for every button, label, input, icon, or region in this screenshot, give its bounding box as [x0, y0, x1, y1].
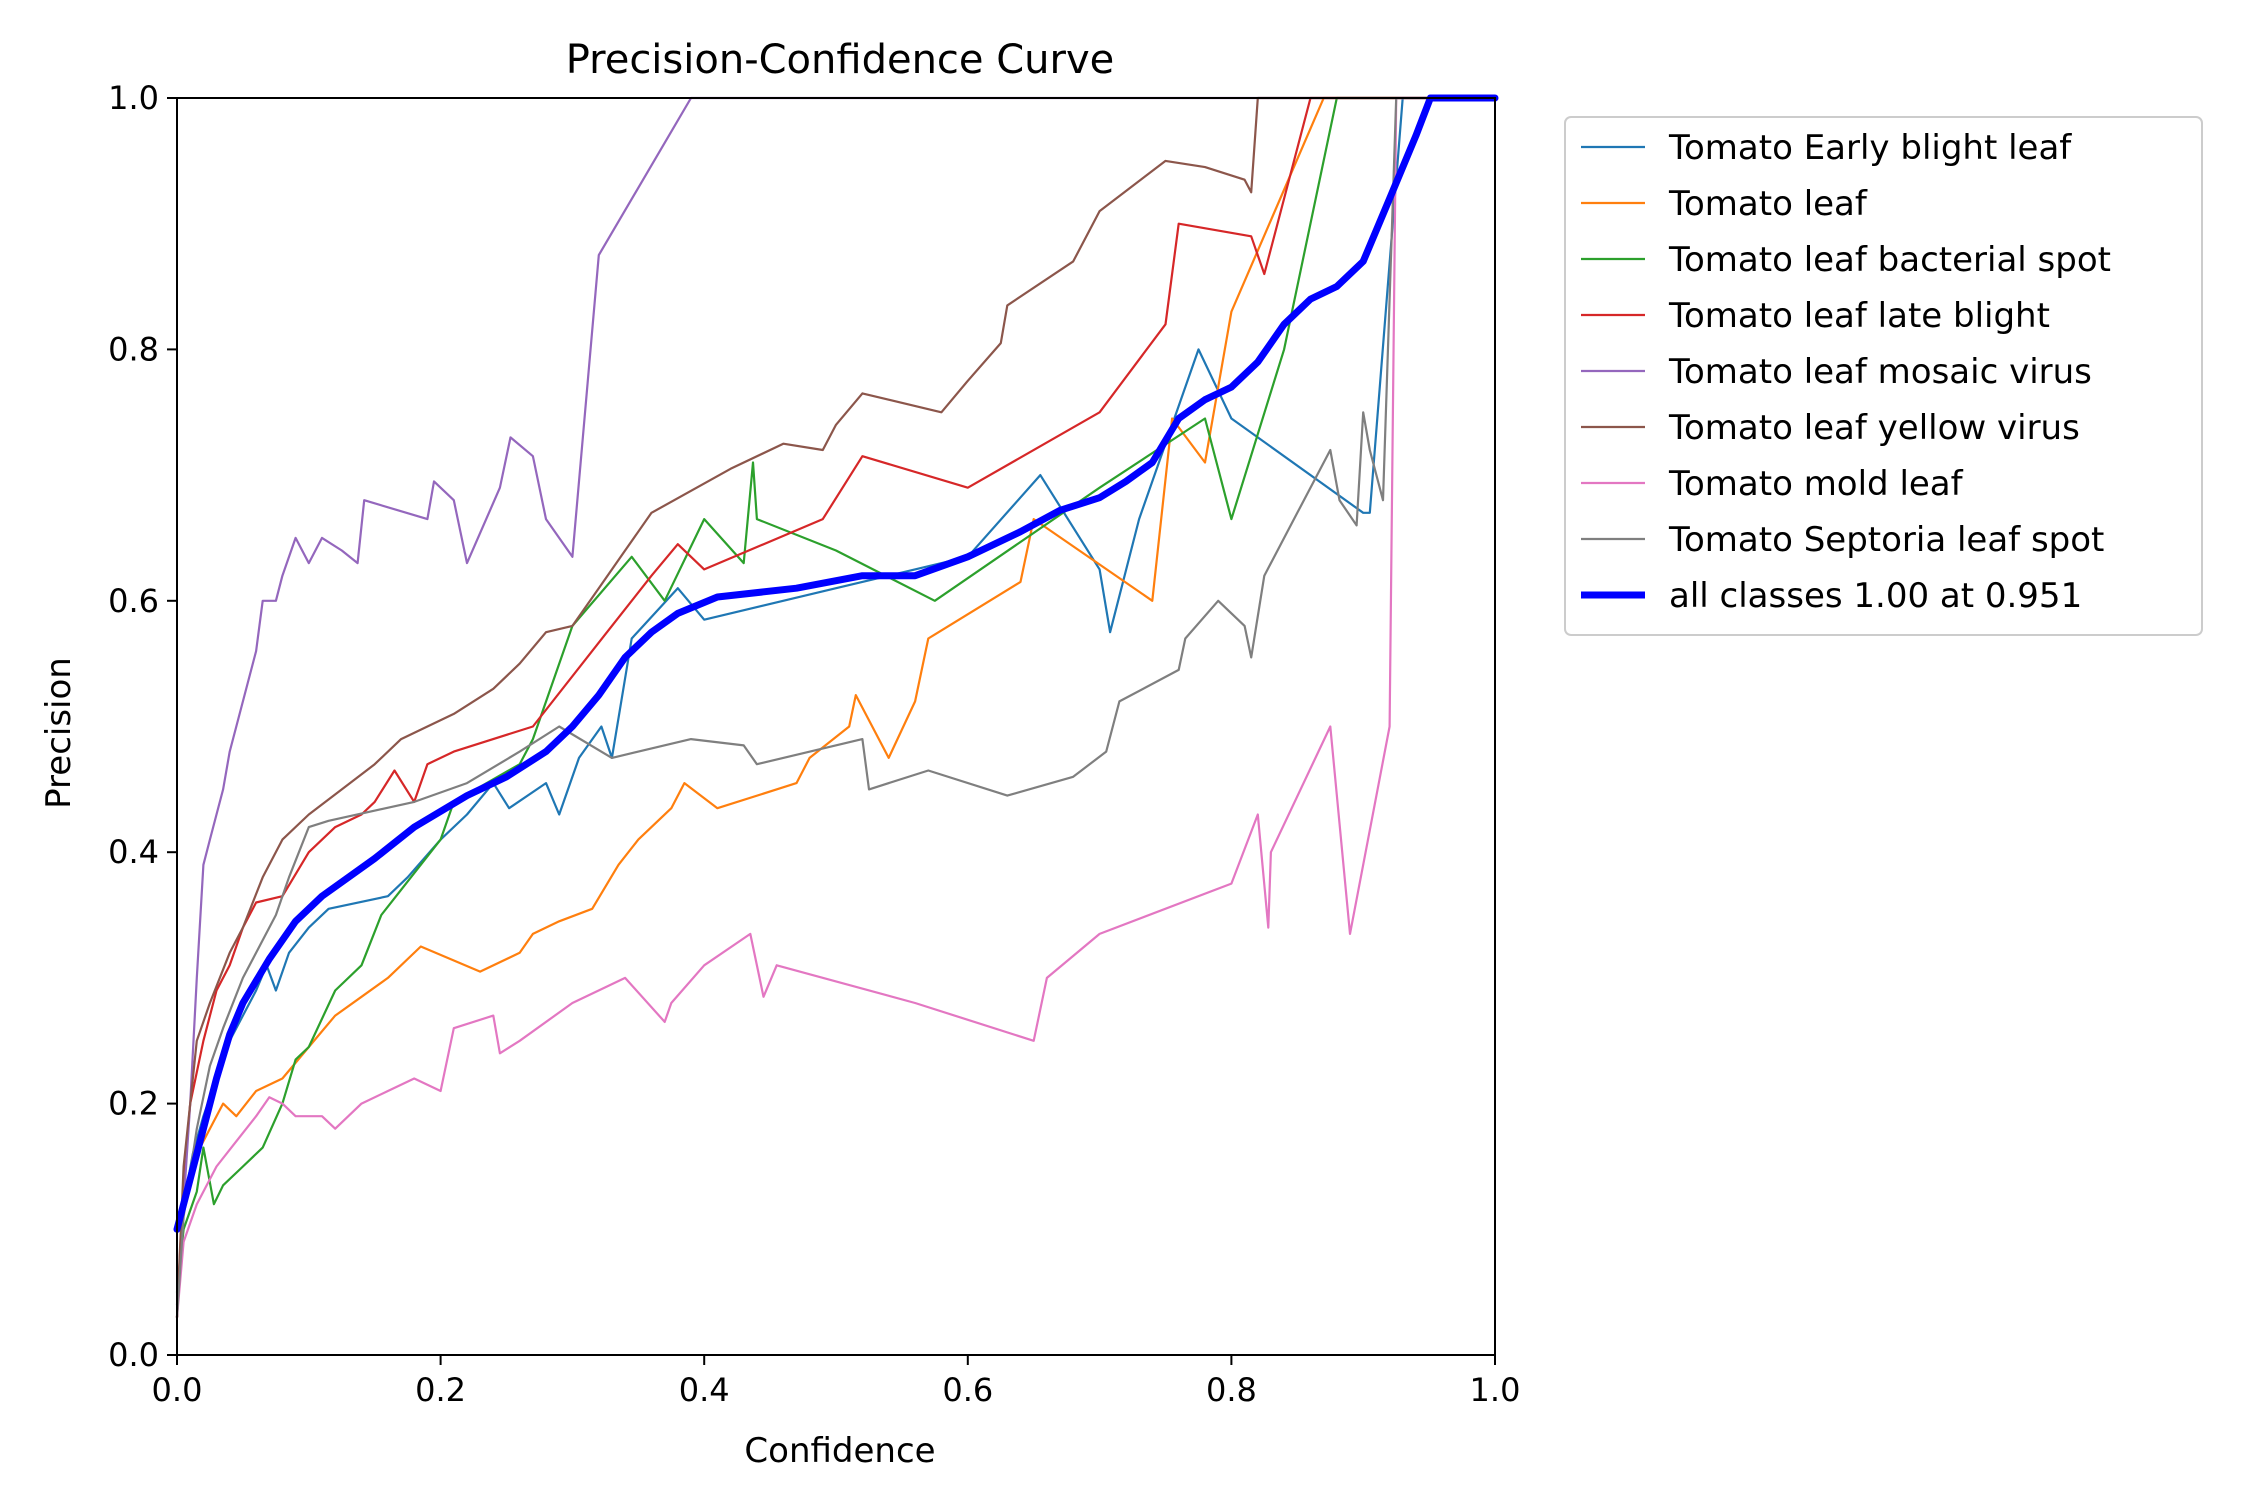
legend-label: Tomato Septoria leaf spot — [1668, 520, 2104, 560]
legend-label: Tomato leaf bacterial spot — [1668, 240, 2111, 280]
x-tick-label: 0.8 — [1206, 1371, 1257, 1409]
x-tick-label: 0.2 — [415, 1371, 466, 1409]
series-line-tomato-leaf-yellow-virus — [177, 98, 1495, 1317]
series-line-tomato-leaf — [177, 98, 1495, 1317]
legend-label: all classes 1.00 at 0.951 — [1669, 576, 2082, 616]
x-axis-label: Confidence — [744, 1431, 935, 1471]
x-tick-label: 0.6 — [942, 1371, 993, 1409]
legend-label: Tomato leaf mosaic virus — [1668, 352, 2092, 392]
legend-label: Tomato Early blight leaf — [1668, 128, 2072, 168]
legend-label: Tomato leaf — [1668, 184, 1868, 224]
y-tick-label: 0.8 — [108, 330, 159, 368]
y-tick-label: 0.6 — [108, 582, 159, 620]
series-line-tomato-septoria-leaf-spot — [177, 98, 1495, 1317]
series-line-all-classes-1-00-at-0-951 — [177, 98, 1495, 1229]
x-tick-label: 1.0 — [1470, 1371, 1521, 1409]
series-line-tomato-leaf-late-blight — [177, 98, 1495, 1317]
series-line-tomato-early-blight-leaf — [177, 98, 1495, 1317]
axis-ticks: 0.0 0.2 0.4 0.6 0.8 1.0 0.0 0.2 0.4 0.6 0.8 1.0 — [108, 79, 1520, 1409]
y-tick-label: 0.4 — [108, 833, 159, 871]
plot-area — [177, 98, 1495, 1317]
y-tick-label: 0.0 — [108, 1336, 159, 1374]
series-line-tomato-mold-leaf — [177, 98, 1495, 1317]
legend-label: Tomato mold leaf — [1668, 464, 1964, 504]
y-axis-label: Precision — [39, 657, 79, 809]
legend-label: Tomato leaf yellow virus — [1668, 408, 2080, 448]
chart-title: Precision-Confidence Curve — [566, 37, 1115, 83]
y-tick-label: 0.2 — [108, 1085, 159, 1123]
x-tick-label: 0.0 — [152, 1371, 203, 1409]
legend-label: Tomato leaf late blight — [1668, 296, 2050, 336]
series-line-tomato-leaf-mosaic-virus — [177, 98, 1495, 1305]
legend: Tomato Early blight leaf Tomato leaf Tomat… — [1565, 117, 2202, 635]
y-tick-label: 1.0 — [108, 79, 159, 117]
series-line-tomato-leaf-bacterial-spot — [177, 98, 1495, 1292]
x-tick-label: 0.4 — [679, 1371, 730, 1409]
